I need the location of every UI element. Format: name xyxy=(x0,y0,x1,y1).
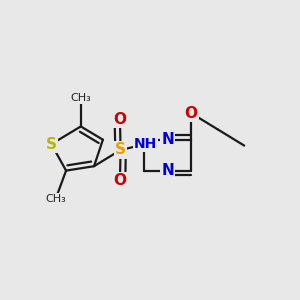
Text: N: N xyxy=(161,163,174,178)
Text: N: N xyxy=(161,132,174,147)
Text: S: S xyxy=(46,136,57,152)
Text: CH₃: CH₃ xyxy=(45,194,66,204)
Text: NH: NH xyxy=(134,137,157,151)
Text: CH₃: CH₃ xyxy=(70,94,91,103)
Text: S: S xyxy=(115,142,126,158)
Text: O: O xyxy=(113,173,127,188)
Text: O: O xyxy=(113,112,127,127)
Text: O: O xyxy=(185,106,198,121)
